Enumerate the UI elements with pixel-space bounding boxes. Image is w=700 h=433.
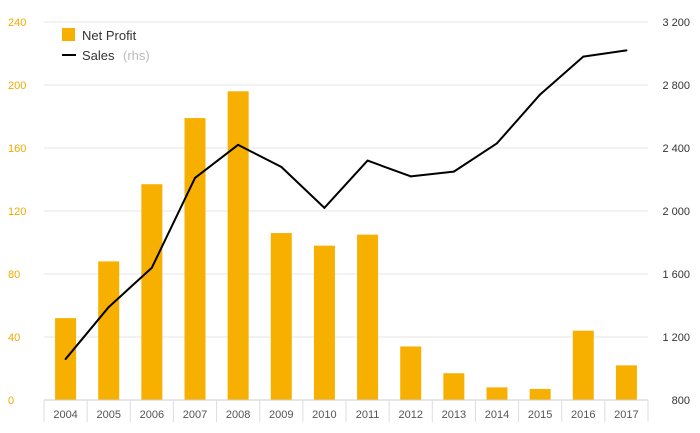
sales-point <box>194 176 196 179</box>
net-profit-bar <box>98 261 120 400</box>
x-tick-label: 2004 <box>53 409 77 421</box>
x-tick-label: 2009 <box>269 409 293 421</box>
left-tick-label: 80 <box>8 269 20 281</box>
net-profit-bar <box>184 118 206 400</box>
left-tick-label: 240 <box>8 17 26 29</box>
right-tick-label: 800 <box>672 395 690 407</box>
x-tick-label: 2007 <box>183 409 207 421</box>
left-tick-label: 160 <box>8 143 26 155</box>
legend-label-sales-group: Sales (rhs) <box>82 47 150 64</box>
net-profit-bar <box>227 91 249 401</box>
net-profit-bar <box>529 388 551 400</box>
axes: 0 40 80 120 160 200 240 800 1 200 1 600 2 000 2 400… <box>8 17 690 422</box>
net-profit-bar <box>400 346 422 400</box>
net-profit-bars <box>55 91 637 401</box>
net-profit-bar <box>357 234 379 400</box>
sales-point <box>366 159 369 162</box>
sales-line-series <box>64 49 628 361</box>
x-tick-label: 2014 <box>485 409 509 421</box>
x-tick-label: 2006 <box>140 409 164 421</box>
gridlines <box>44 21 648 338</box>
right-tick-label: 2 400 <box>662 143 690 155</box>
x-tick-label: 2008 <box>226 409 250 421</box>
sales-point <box>409 175 412 178</box>
sales-point <box>452 170 455 173</box>
x-tick-label: 2016 <box>571 409 595 421</box>
x-tick-label: 2012 <box>398 409 422 421</box>
net-profit-bar <box>572 330 594 400</box>
sales-point <box>280 165 283 168</box>
sales-point <box>323 206 326 209</box>
right-tick-label: 1 600 <box>662 269 690 281</box>
net-profit-bar <box>615 365 637 400</box>
x-tick-label: 2017 <box>614 409 638 421</box>
sales-point <box>582 55 585 58</box>
left-tick-label: 120 <box>8 206 26 218</box>
left-tick-label: 40 <box>8 332 20 344</box>
sales-point <box>150 266 153 269</box>
right-tick-label: 3 200 <box>662 17 690 29</box>
sales-line <box>64 49 627 360</box>
net-profit-bar <box>443 373 465 400</box>
legend-label-net-profit: Net Profit <box>82 28 137 43</box>
net-profit-bar <box>270 233 292 400</box>
net-profit-bar <box>486 387 508 400</box>
sales-point <box>625 49 628 52</box>
x-tick-label: 2015 <box>528 409 552 421</box>
legend-note-rhs: (rhs) <box>123 48 150 63</box>
left-tick-label: 0 <box>8 395 14 407</box>
x-tick-label: 2013 <box>442 409 466 421</box>
x-tick-label: 2010 <box>312 409 336 421</box>
right-tick-label: 1 200 <box>662 332 690 344</box>
left-tick-label: 200 <box>8 80 26 92</box>
legend-swatch-net-profit <box>62 28 75 41</box>
net-profit-bar <box>141 184 163 400</box>
sales-point <box>107 306 110 309</box>
x-tick-label: 2005 <box>96 409 120 421</box>
right-tick-label: 2 000 <box>662 206 690 218</box>
sales-point <box>64 358 67 361</box>
sales-point <box>237 143 240 146</box>
sales-point <box>496 142 498 145</box>
legend: Net Profit Sales (rhs) <box>62 28 150 64</box>
net-profit-bar <box>313 245 335 400</box>
sales-point <box>539 93 542 96</box>
legend-label-sales: Sales <box>82 48 115 63</box>
x-tick-label: 2011 <box>356 409 380 421</box>
right-tick-label: 2 800 <box>662 80 690 92</box>
